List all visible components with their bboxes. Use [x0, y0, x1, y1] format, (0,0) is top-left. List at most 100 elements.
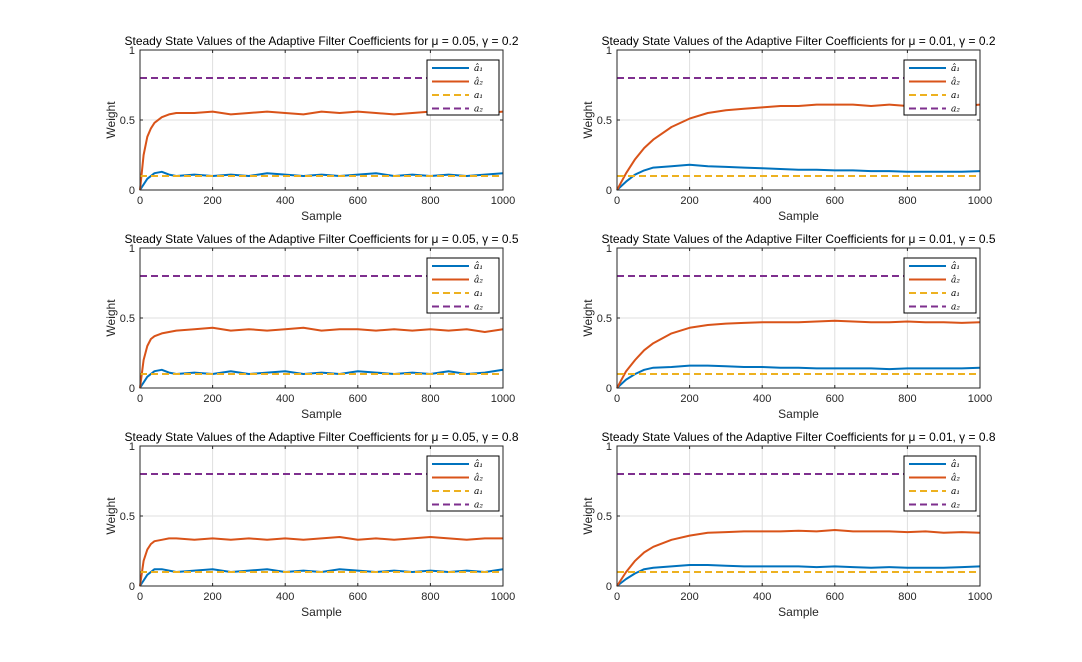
series-line-1	[616, 163, 981, 191]
legend-label: a₂	[474, 105, 483, 115]
y-tick-label: 1	[129, 45, 135, 57]
x-tick-label: 800	[898, 195, 916, 207]
series-line-2	[616, 529, 981, 587]
y-axis-label: Weight	[104, 299, 118, 337]
x-tick-label: 1000	[491, 195, 515, 207]
x-tick-label: 1000	[491, 591, 515, 603]
chart-title: Steady State Values of the Adaptive Filt…	[124, 34, 518, 48]
y-tick-label: 0.5	[120, 313, 135, 325]
x-tick-label: 0	[137, 195, 143, 207]
x-tick-label: 1000	[491, 393, 515, 405]
x-tick-label: 800	[898, 393, 916, 405]
legend: â₁ â₂ a₁ a₂	[426, 59, 500, 116]
legend-label: â₂	[951, 77, 960, 88]
x-tick-label: 600	[826, 591, 844, 603]
chart-title: Steady State Values of the Adaptive Filt…	[601, 232, 995, 246]
x-tick-label: 600	[349, 393, 367, 405]
y-axis-label: Weight	[581, 101, 595, 139]
legend-label: â₁	[474, 261, 483, 272]
legend: â₁ â₂ a₁ a₂	[903, 59, 977, 116]
y-tick-label: 0	[606, 383, 612, 395]
legend: â₁ â₂ a₁ a₂	[426, 455, 500, 512]
series-line-1	[139, 368, 504, 389]
y-tick-label: 0.5	[120, 115, 135, 127]
x-tick-label: 800	[898, 591, 916, 603]
y-tick-label: 1	[606, 441, 612, 453]
y-tick-label: 0.5	[597, 511, 612, 523]
y-tick-label: 0.5	[597, 115, 612, 127]
series-line-2	[139, 536, 503, 587]
series-line-2	[139, 326, 504, 389]
y-axis-label: Weight	[104, 101, 118, 139]
legend-label: â₁	[951, 63, 960, 74]
y-axis-label: Weight	[104, 497, 118, 535]
x-axis-label: Sample	[301, 407, 342, 421]
legend-label: â₁	[951, 261, 960, 272]
legend-box	[903, 257, 977, 314]
legend-label: â₁	[474, 459, 483, 470]
x-tick-label: 400	[276, 195, 294, 207]
y-axis-label: Weight	[581, 497, 595, 535]
x-tick-label: 200	[680, 393, 698, 405]
x-axis-label: Sample	[778, 407, 819, 421]
chart-title: Steady State Values of the Adaptive Filt…	[601, 430, 995, 444]
x-tick-label: 0	[614, 195, 620, 207]
legend-label: a₁	[474, 289, 483, 299]
legend-label: a₂	[951, 303, 960, 313]
legend-box	[903, 455, 977, 512]
legend-label: a₁	[951, 289, 960, 299]
x-tick-label: 200	[680, 195, 698, 207]
x-axis-label: Sample	[301, 209, 342, 223]
x-axis-label: Sample	[301, 605, 342, 619]
x-tick-label: 800	[421, 591, 439, 603]
x-axis-label: Sample	[778, 605, 819, 619]
y-tick-label: 0	[606, 581, 612, 593]
y-tick-label: 0	[129, 383, 135, 395]
legend-label: â₂	[951, 473, 960, 484]
legend-box	[426, 257, 500, 314]
x-tick-label: 400	[753, 591, 771, 603]
y-tick-label: 0	[129, 581, 135, 593]
legend-label: a₁	[474, 91, 483, 101]
legend-label: a₁	[951, 91, 960, 101]
y-tick-label: 0	[129, 185, 135, 197]
legend-label: a₂	[474, 303, 483, 313]
legend-box	[426, 455, 500, 512]
x-tick-label: 0	[614, 591, 620, 603]
legend: â₁ â₂ a₁ a₂	[903, 257, 977, 314]
x-tick-label: 400	[753, 195, 771, 207]
legend-label: â₂	[474, 77, 483, 88]
legend-label: a₁	[951, 487, 960, 497]
x-tick-label: 0	[137, 591, 143, 603]
y-axis-label: Weight	[581, 299, 595, 337]
x-tick-label: 200	[680, 591, 698, 603]
x-tick-label: 800	[421, 393, 439, 405]
series-line-2	[616, 319, 981, 389]
legend-label: a₂	[951, 501, 960, 511]
x-tick-label: 1000	[968, 393, 992, 405]
x-tick-label: 0	[614, 393, 620, 405]
legend-box	[426, 59, 500, 116]
legend: â₁ â₂ a₁ a₂	[903, 455, 977, 512]
x-tick-label: 800	[421, 195, 439, 207]
x-axis-label: Sample	[778, 209, 819, 223]
x-tick-label: 1000	[968, 591, 992, 603]
legend: â₁ â₂ a₁ a₂	[426, 257, 500, 314]
chart-title: Steady State Values of the Adaptive Filt…	[124, 232, 518, 246]
x-tick-label: 200	[203, 393, 221, 405]
legend-label: â₂	[951, 275, 960, 286]
x-tick-label: 600	[826, 195, 844, 207]
x-tick-label: 400	[276, 393, 294, 405]
legend-label: â₁	[474, 63, 483, 74]
legend-label: a₂	[951, 105, 960, 115]
legend-label: a₁	[474, 487, 483, 497]
x-tick-label: 200	[203, 591, 221, 603]
x-tick-label: 200	[203, 195, 221, 207]
legend-label: â₂	[474, 275, 483, 286]
series-line-1	[616, 364, 981, 389]
x-tick-label: 400	[753, 393, 771, 405]
